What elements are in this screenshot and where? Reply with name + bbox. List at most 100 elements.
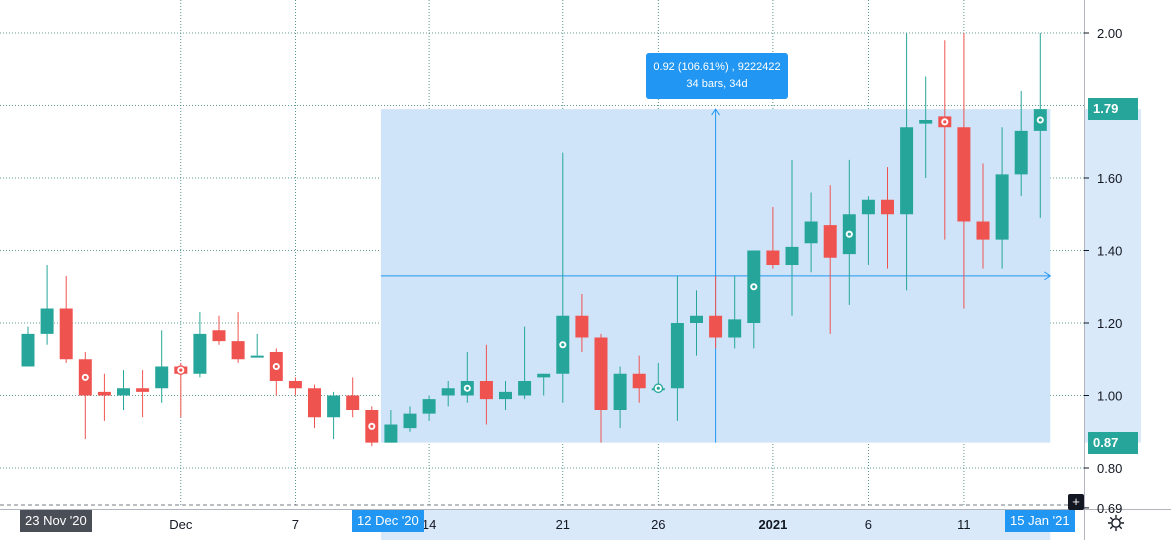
candle-body — [785, 246, 799, 265]
candle — [78, 352, 92, 439]
candle-body — [823, 225, 837, 258]
candle — [288, 377, 302, 396]
y-tick-label: 2.00 — [1097, 26, 1122, 41]
event-marker-dot — [847, 232, 851, 236]
candle — [174, 362, 188, 418]
candle-body — [231, 341, 245, 360]
x-tick-label: 2021 — [758, 517, 787, 532]
candle — [441, 381, 455, 407]
event-marker-dot — [465, 386, 469, 390]
measure-time-arrowhead — [1044, 271, 1052, 281]
candle — [97, 373, 111, 421]
candle-body — [766, 250, 780, 265]
candle — [881, 167, 894, 269]
candle — [823, 185, 837, 334]
x-tick-label: 11 — [957, 517, 971, 532]
candle-body — [976, 221, 990, 240]
candle-body — [594, 337, 608, 410]
candle — [785, 159, 799, 316]
event-marker-dot — [752, 285, 756, 289]
candle-body — [212, 330, 226, 342]
candle — [346, 377, 360, 418]
gear-icon — [1107, 514, 1125, 532]
y-tick-label: 1.20 — [1097, 316, 1122, 331]
x-tick-label: 6 — [865, 517, 872, 532]
candle — [1033, 33, 1047, 218]
chart-settings-button[interactable] — [1096, 510, 1136, 536]
candle-body — [537, 373, 551, 378]
measure-change-text: 0.92 (106.61%) , 9222422 — [653, 61, 781, 73]
x-axis-range-end-tag: 15 Jan '21 — [1005, 510, 1075, 532]
candle-body — [308, 388, 321, 418]
candle-body — [995, 174, 1009, 240]
candle — [938, 40, 952, 240]
candle-body — [422, 399, 436, 414]
candle — [193, 312, 207, 378]
candle — [804, 192, 818, 273]
candle-body — [861, 199, 875, 215]
measure-info-label: 0.92 (106.61%) , 9222422 34 bars, 34d — [646, 53, 788, 99]
candle-body — [919, 120, 933, 124]
candle-body — [193, 333, 207, 374]
event-marker-dot — [943, 120, 947, 124]
x-tick-label: Dec — [169, 517, 193, 532]
event-marker-dot — [83, 375, 87, 379]
candle — [117, 370, 130, 410]
x-axis-start-date-tag: 23 Nov '20 — [20, 510, 92, 532]
x-tick-label: 21 — [556, 517, 570, 532]
x-tick-label: 7 — [292, 517, 299, 532]
candle-body — [1014, 130, 1028, 175]
candle — [747, 250, 761, 349]
event-marker-dot — [370, 424, 374, 428]
candle-body — [900, 127, 914, 215]
candle — [690, 290, 703, 356]
candle — [957, 33, 971, 309]
candle-body — [881, 199, 894, 215]
candle-body — [613, 373, 627, 410]
candle — [460, 352, 474, 403]
candle-body — [21, 333, 35, 367]
candle — [1014, 91, 1028, 197]
candle — [632, 355, 646, 403]
axes: 2.00 1.60 1.40 1.20 1.00 0.80 0.69 Dec 7 14 21 26 20… — [0, 0, 1171, 540]
candle — [212, 315, 226, 345]
candle-body — [250, 355, 264, 358]
candle — [900, 33, 914, 291]
candle — [365, 406, 379, 447]
y-axis-low-price-tag: 0.87 — [1088, 431, 1138, 454]
candle-body — [709, 315, 723, 338]
candle — [422, 395, 436, 421]
candle-body — [59, 308, 73, 360]
candle-body — [40, 308, 54, 334]
candle — [766, 207, 780, 269]
candle — [556, 152, 570, 403]
candle — [403, 406, 417, 432]
candle — [518, 326, 532, 400]
candle — [155, 330, 169, 403]
y-tick-label: 0.69 — [1097, 501, 1122, 516]
measure-price-arrowhead — [711, 108, 721, 116]
candle — [670, 275, 684, 421]
candle-body — [632, 373, 646, 389]
x-axis-range-highlight — [380, 510, 1051, 540]
x-axis-range-start-tag: 12 Dec '20 — [352, 510, 424, 532]
candle — [728, 275, 742, 349]
candle — [21, 326, 35, 367]
event-marker-dot — [656, 386, 660, 390]
candle — [499, 381, 512, 410]
candle — [59, 275, 73, 363]
candle-body — [384, 424, 398, 443]
candle-body — [957, 127, 971, 222]
candle-body — [117, 388, 130, 396]
y-axis-high-price-tag: 1.79 — [1088, 98, 1138, 121]
candle-body — [441, 388, 455, 396]
measure-bars-text: 34 bars, 34d — [686, 78, 748, 90]
candle — [384, 410, 398, 443]
candle-body — [288, 381, 302, 389]
candle — [651, 362, 665, 394]
candle — [976, 163, 990, 269]
candle — [308, 384, 321, 429]
plus-icon[interactable]: + — [1068, 494, 1084, 510]
event-marker-dot — [274, 364, 278, 369]
